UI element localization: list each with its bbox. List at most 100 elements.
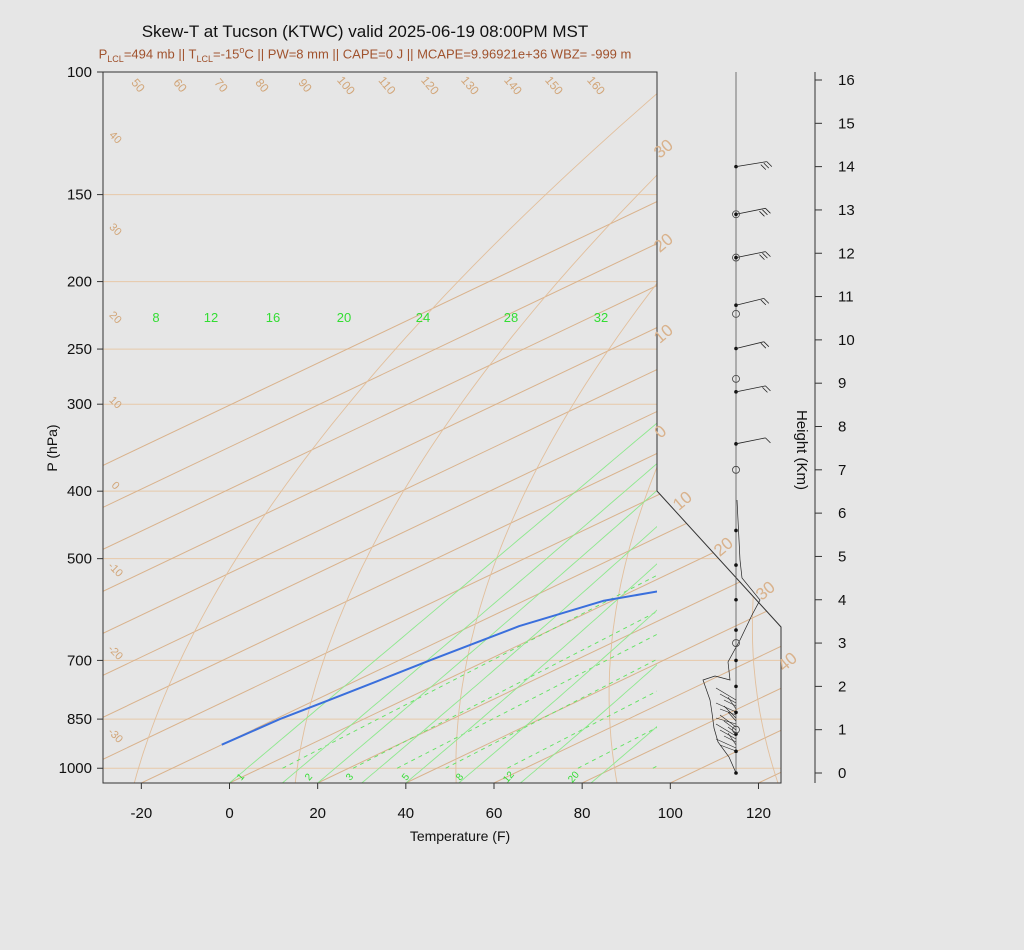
y-tick-label: 300: [67, 396, 92, 413]
height-tick-label: 11: [838, 289, 854, 306]
low-level-wind-line: [719, 693, 737, 704]
wind-level-dot: [734, 684, 738, 689]
low-level-wind-trace: [702, 499, 761, 774]
height-tick-label: 1: [838, 722, 846, 739]
t-lcl-label: T: [188, 46, 197, 62]
mixing-ratio-label: 32: [594, 310, 608, 325]
dry-adiabat: [887, 72, 1024, 783]
isotherm: [657, 72, 781, 783]
height-tick-label: 12: [838, 245, 855, 262]
dry-adiabat-label: 90: [295, 76, 315, 95]
chart-title: Skew-T at Tucson (KTWC) valid 2025-06-19…: [141, 22, 589, 41]
wind-barb-flag: [765, 208, 771, 214]
t-lcl-value: =-15: [213, 46, 240, 62]
dry-adiabat: [1014, 72, 1024, 783]
height-tick-label: 14: [838, 159, 855, 176]
mixing-ratio-label: 20: [337, 310, 351, 325]
wind-level-dot: [734, 597, 738, 602]
low-level-wind-line: [727, 696, 737, 710]
wind-level-marker: [732, 374, 740, 383]
height-tick-label: 5: [838, 548, 846, 565]
isotherm: [657, 72, 781, 783]
wind-barb-shaft: [735, 161, 767, 168]
moist-adiabat: [317, 489, 657, 783]
wind-level-marker: [732, 309, 740, 318]
wind-barb-flag: [766, 161, 773, 167]
low-level-wind-line: [719, 714, 737, 728]
height-tick-label: 7: [838, 462, 846, 479]
isotherm-label-right: 0: [651, 421, 670, 442]
dry-adiabat: [752, 72, 1010, 783]
sounding-series: [221, 590, 657, 746]
wind-barb-flag: [760, 342, 767, 349]
dry-adiabat-label: 50: [128, 76, 148, 95]
dry-adiabat-label: 120: [418, 73, 442, 98]
moist-adiabat: [282, 462, 657, 783]
wind-level-marker: [732, 639, 740, 647]
low-level-wind-line: [723, 699, 737, 707]
y-axis-label: P (hPa): [44, 424, 60, 471]
wind-level-dot: [734, 710, 738, 715]
isotherm: [657, 72, 781, 783]
wind-barb-flag: [762, 387, 768, 393]
height-tick-label: 15: [838, 115, 855, 132]
dry-adiabat-label: 100: [334, 73, 358, 98]
height-tick-label: 10: [838, 332, 855, 349]
low-level-wind-line: [727, 711, 737, 722]
t-lcl-unit: C || PW=8 mm || CAPE=0 J || MCAPE=9.9692…: [244, 46, 632, 62]
moist-adiabat: [405, 563, 657, 783]
wind-barb-flag: [765, 251, 771, 257]
isotherm: [103, 326, 657, 592]
x-tick-label: 40: [397, 805, 414, 822]
dry-adiabat-label: 150: [542, 73, 566, 98]
isotherm: [317, 620, 657, 783]
wind-barb-flag: [760, 164, 767, 170]
height-tick-label: 6: [838, 505, 846, 522]
height-tick-label: 13: [838, 202, 855, 219]
height-tick-label: 0: [838, 765, 846, 782]
low-level-wind-line: [715, 738, 737, 749]
isotherm-label-right: 20: [650, 229, 677, 256]
isotherm-label-left: 20: [107, 309, 124, 326]
dry-adiabat-label: 70: [211, 76, 231, 95]
plot-frame: [102, 71, 782, 784]
p-lcl-sub: LCL: [107, 53, 124, 64]
t-lcl-sub: LCL: [196, 53, 213, 64]
isotherm: [103, 410, 657, 676]
moist-adiabat: [520, 664, 657, 783]
height-tick-label: 3: [838, 635, 846, 652]
wind-barb-flag: [759, 254, 765, 260]
isotherm: [657, 72, 781, 783]
low-level-wind-line: [719, 744, 737, 752]
moist-adiabat: [229, 422, 657, 783]
wind-barb-shaft: [735, 385, 766, 393]
dry-adiabat: [751, 72, 781, 783]
x-tick-label: 0: [225, 805, 233, 822]
isotherm-label-left: -20: [105, 643, 125, 663]
isotherm-label-left: 0: [109, 479, 122, 492]
dewpoint-profile-line: [221, 590, 657, 746]
wind-level-marker: [732, 210, 740, 219]
wind-barb-flag: [765, 437, 771, 444]
isotherm-label-right: 10: [650, 320, 677, 347]
height-tick-label: 9: [838, 375, 846, 392]
wind-barb-flag: [760, 299, 767, 306]
isotherm: [657, 72, 781, 783]
wind-level-dot: [734, 346, 738, 351]
wind-barb-shaft: [735, 437, 766, 445]
x-tick-label: -20: [130, 805, 152, 822]
isotherm: [229, 578, 657, 783]
moist-adiabat: [361, 525, 657, 783]
t-lcl-sup: o: [239, 45, 245, 55]
isotherm: [141, 536, 657, 783]
dry-adiabat-label: 140: [501, 73, 525, 98]
isotherm-label-right: 10: [669, 487, 696, 514]
isotherm-label-right: 30: [650, 135, 677, 162]
mixing-ratio-label: 24: [416, 310, 430, 325]
moist-adiabat: [590, 725, 657, 783]
isotherm-label-left: 40: [107, 129, 124, 146]
isotherm: [670, 72, 1024, 783]
dry-adiabat: [455, 282, 657, 783]
dry-adiabat: [133, 93, 657, 783]
